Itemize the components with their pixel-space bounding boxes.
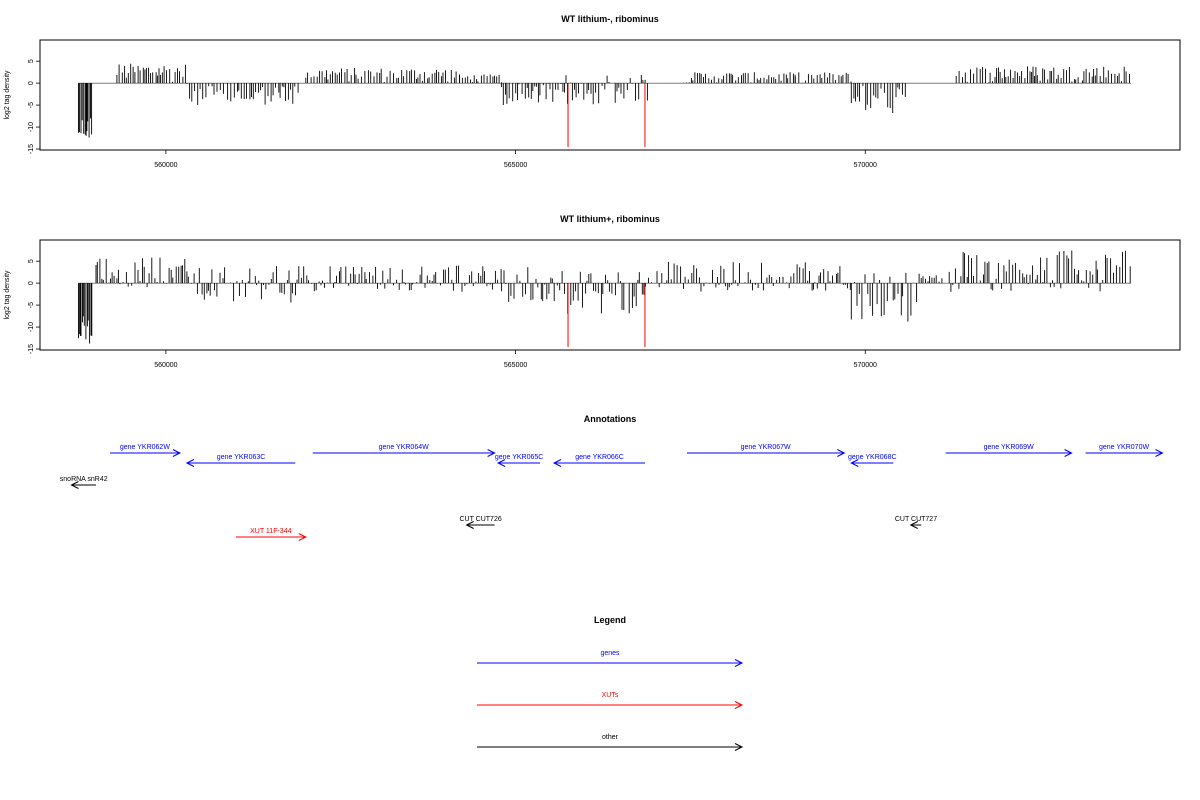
- feature-label: gene YKR068C: [848, 454, 897, 461]
- feature-arrow-head: [487, 449, 496, 457]
- x-axis: 560000 565000 570000: [154, 150, 877, 169]
- track-panel-lithium-plus: WT lithium+, ribominus log2 tag density …: [4, 214, 1181, 369]
- y-tick-label: -10: [28, 122, 35, 132]
- marker-lines: [567, 283, 646, 347]
- annotation-feature: gene YKR068C: [848, 454, 897, 467]
- feature-label: gene YKR064W: [379, 444, 429, 451]
- y-tick-label: -10: [28, 322, 35, 332]
- feature-arrow-head: [298, 533, 307, 541]
- feature-label: CUT CUT727: [895, 516, 937, 523]
- x-tick-label: 560000: [154, 162, 177, 169]
- plot-frame: [39, 239, 1181, 351]
- x-tick-label: 565000: [504, 162, 527, 169]
- feature-label: snoRNA snR42: [60, 476, 108, 483]
- y-tick-label: -15: [28, 144, 35, 154]
- legend-arrow-head: [734, 659, 744, 667]
- y-axis-label: log2 tag density: [4, 70, 11, 120]
- feature-arrow-head: [70, 481, 79, 489]
- feature-arrow-head: [185, 459, 195, 467]
- legend-item: XUTs: [477, 692, 744, 709]
- legend-item: genes: [477, 650, 744, 667]
- annotation-feature: gene YKR066C: [552, 454, 645, 467]
- signal-bars: [78, 250, 1131, 344]
- legend-label: genes: [600, 650, 620, 657]
- y-axis: -15 -10 -5 0 5: [28, 259, 40, 354]
- legend-arrow-head: [734, 701, 744, 709]
- feature-label: gene YKR066C: [575, 454, 624, 461]
- x-tick-label: 560000: [154, 362, 177, 369]
- feature-arrow-head: [1155, 449, 1164, 457]
- signal-bars: [78, 63, 1130, 138]
- feature-label: XUT 11F-344: [250, 528, 291, 535]
- annotation-items: gene YKR062W gene YKR063C gene YKR064W gene…: [60, 444, 1164, 541]
- feature-label: gene YKR070W: [1099, 444, 1149, 451]
- annotation-feature: gene YKR065C: [495, 454, 544, 467]
- annotation-feature: XUT 11F-344: [235, 528, 307, 541]
- x-tick-label: 570000: [854, 162, 877, 169]
- y-axis-label: log2 tag density: [4, 270, 11, 320]
- panel-title: WT lithium+, ribominus: [560, 214, 660, 224]
- annotation-feature: CUT CUT726: [459, 516, 502, 529]
- legend-label: other: [602, 734, 619, 741]
- y-tick-label: -5: [28, 102, 35, 108]
- y-tick-label: 0: [28, 81, 35, 85]
- feature-arrow-head: [850, 459, 859, 467]
- marker-lines: [567, 83, 646, 147]
- x-tick-label: 570000: [854, 362, 877, 369]
- annotation-feature: gene YKR064W: [312, 444, 496, 457]
- annotation-feature: CUT CUT727: [895, 516, 937, 529]
- y-tick-label: 5: [28, 259, 35, 263]
- feature-label: CUT CUT726: [459, 516, 501, 523]
- panel-title: WT lithium-, ribominus: [561, 14, 659, 24]
- feature-arrow-head: [837, 449, 846, 457]
- legend-title: Legend: [594, 615, 626, 625]
- feature-arrow-head: [172, 449, 181, 457]
- feature-arrow-head: [465, 521, 474, 529]
- feature-label: gene YKR062W: [120, 444, 170, 451]
- y-tick-label: 0: [28, 281, 35, 285]
- plot-frame: [39, 39, 1181, 151]
- x-axis: 560000 565000 570000: [154, 350, 877, 369]
- annotation-feature: gene YKR070W: [1085, 444, 1164, 457]
- annotations-title: Annotations: [584, 414, 637, 424]
- y-tick-label: -15: [28, 344, 35, 354]
- feature-label: gene YKR069W: [984, 444, 1034, 451]
- x-tick-label: 565000: [504, 362, 527, 369]
- annotation-feature: snoRNA snR42: [60, 476, 108, 489]
- legend-panel: Legend genes XUTs other: [477, 615, 744, 751]
- annotation-feature: gene YKR067W: [686, 444, 846, 457]
- annotation-feature: gene YKR062W: [109, 444, 181, 457]
- feature-label: gene YKR063C: [217, 454, 266, 461]
- feature-label: gene YKR065C: [495, 454, 544, 461]
- feature-label: gene YKR067W: [741, 444, 791, 451]
- y-tick-label: 5: [28, 59, 35, 63]
- feature-arrow-head: [1064, 449, 1073, 457]
- legend-label: XUTs: [602, 692, 619, 699]
- feature-arrow-head: [909, 521, 918, 529]
- y-tick-label: -5: [28, 302, 35, 308]
- annotation-feature: gene YKR063C: [185, 454, 296, 467]
- annotation-feature: gene YKR069W: [945, 444, 1073, 457]
- legend-arrow-head: [734, 743, 744, 751]
- track-panel-lithium-minus: WT lithium-, ribominus log2 tag density …: [4, 14, 1181, 169]
- legend-item: other: [477, 734, 744, 751]
- feature-arrow-head: [496, 459, 506, 467]
- legend-items: genes XUTs other: [477, 650, 744, 751]
- y-axis: -15 -10 -5 0 5: [28, 59, 40, 154]
- feature-arrow-head: [552, 459, 562, 467]
